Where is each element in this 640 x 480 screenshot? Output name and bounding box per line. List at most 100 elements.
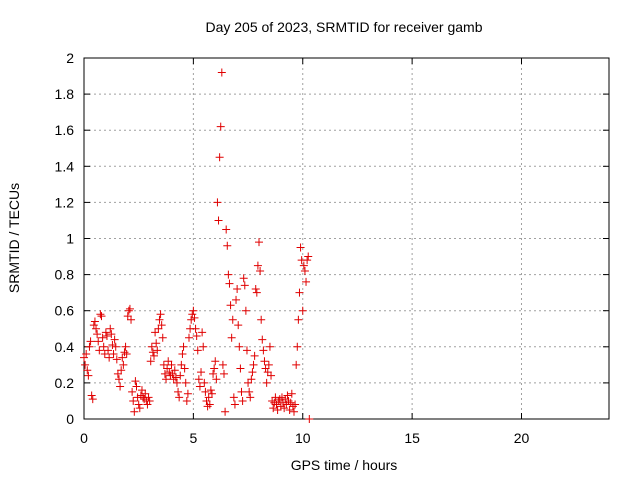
data-point [141,389,150,398]
data-point [111,342,120,351]
data-point [80,353,88,362]
y-tick-label: 0.8 [55,267,75,283]
data-point [94,337,103,346]
data-point [260,357,269,366]
data-point [293,342,302,351]
data-point [246,393,255,402]
data-point [216,122,225,131]
x-tick-label: 15 [404,430,420,446]
y-tick-label: 1.2 [55,194,75,210]
data-point [283,391,292,400]
data-point [167,360,176,369]
data-point [174,387,183,396]
data-point [125,304,134,313]
data-point [236,364,245,373]
data-point [164,357,173,366]
data-point [99,342,108,351]
data-point [176,371,185,380]
data-point [252,288,261,297]
data-point [277,393,286,402]
data-point [172,378,181,387]
data-point [117,366,126,375]
data-point [257,315,266,324]
data-point [108,340,117,349]
x-axis-label: GPS time / hours [291,457,398,473]
data-point [296,243,305,252]
data-point [120,348,129,357]
data-point [203,402,212,411]
data-point [294,315,303,324]
data-point [258,335,267,344]
data-point [134,400,143,409]
data-point [200,378,209,387]
data-point [87,391,96,400]
data-point [187,315,196,324]
data-point [116,382,125,391]
data-point [177,360,186,369]
data-point [244,378,253,387]
y-tick-label: 0.2 [55,375,75,391]
data-point [148,348,157,357]
data-point [123,312,132,321]
data-point [106,324,115,333]
data-point [204,393,213,402]
data-point [178,350,187,359]
data-point [82,350,91,359]
data-point [122,350,131,359]
axis-ticks: 0 5 10 15 20 0 0.2 0.4 0.6 0.8 1 1.2 1.4 1.6 1.8 2 [55,50,609,446]
data-point [88,395,97,404]
data-point [235,342,244,351]
data-point [185,333,193,342]
data-point [213,198,222,207]
data-point [115,375,123,384]
data-point [217,68,226,77]
data-point [110,335,119,344]
data-point [229,393,238,402]
data-point [127,315,136,324]
data-point [199,342,208,351]
data-point [101,328,110,337]
data-point [130,407,139,416]
data-point [100,350,109,359]
data-point [300,266,309,275]
data-point [119,360,128,369]
data-point [150,351,158,360]
data-point [286,398,295,407]
data-point [303,256,312,265]
data-point [251,285,260,294]
data-point [214,216,223,225]
data-point [292,360,301,369]
data-point [145,396,154,405]
data-point [109,350,118,359]
data-point [207,389,216,398]
data-point [102,331,111,340]
data-point [131,377,140,386]
data-point [269,404,278,413]
data-point [132,382,141,391]
data-point [250,351,259,360]
data-point [233,285,242,294]
data-point [93,330,102,339]
data-point [242,346,251,355]
data-point [97,312,106,321]
data-point [215,153,224,162]
data-point [287,389,296,398]
data-point [121,342,130,351]
data-point [223,241,232,250]
data-point [230,400,239,409]
data-point [237,387,246,396]
data-point [171,373,180,382]
data-point [227,333,236,342]
data-point [153,346,162,355]
data-point [248,368,257,377]
data-point [107,330,116,339]
data-point [191,324,200,333]
data-point [154,324,163,333]
y-tick-label: 0.4 [55,339,75,355]
data-point [183,389,192,398]
data-point [157,321,166,330]
data-point [247,375,256,384]
data-point [265,342,274,351]
data-point [98,333,107,342]
data-points [80,68,314,423]
